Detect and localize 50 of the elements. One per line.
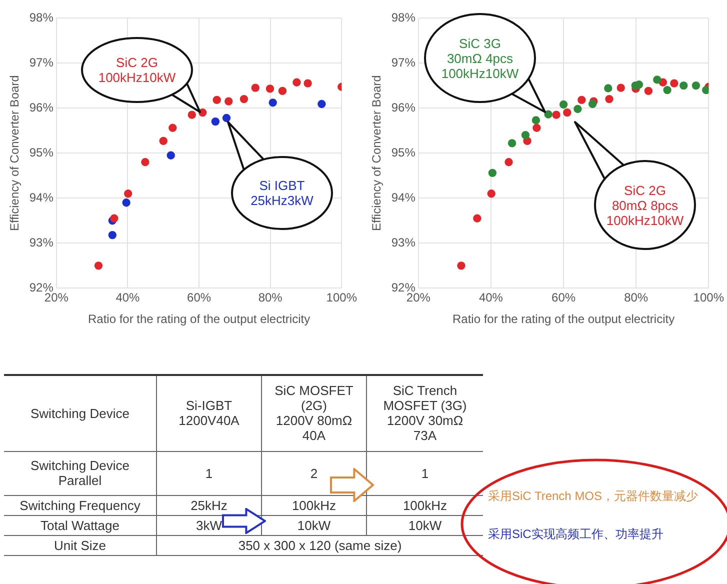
annotation: 100kHz10kW xyxy=(98,70,176,85)
text: 2 xyxy=(262,451,366,495)
x-tick-label: 80% xyxy=(258,290,283,305)
x-tick-label: 60% xyxy=(552,290,576,305)
text: 采用SiC实现高频工作、功率提升 xyxy=(488,526,664,543)
y-tick-label: 98% xyxy=(29,10,54,24)
y-tick-label: 96% xyxy=(391,100,416,114)
y-tick-label: 95% xyxy=(29,145,54,160)
x-tick-label: 100% xyxy=(693,290,724,305)
y-tick-label: 98% xyxy=(391,10,416,24)
text: 10kW xyxy=(366,515,483,535)
x-tick-label: 40% xyxy=(116,290,140,305)
text: 350 x 300 x 120 (same size) xyxy=(156,535,483,555)
x-tick-label: 40% xyxy=(478,290,504,305)
text: 采用SiC Trench MOS，元器件数量减少 xyxy=(488,488,698,505)
x-tick-label: 20% xyxy=(44,290,69,305)
y-tick-label: 93% xyxy=(29,235,54,250)
text: 3kW xyxy=(156,515,262,535)
x-tick-label: 20% xyxy=(406,290,431,305)
text: Switching Device Parallel xyxy=(4,451,156,495)
x-tick-label: 100% xyxy=(326,290,358,305)
y-axis-title: Efficiency of Converter Board xyxy=(370,75,384,232)
text: 25kHz xyxy=(156,495,262,515)
annotation: 30mΩ 4pcs 100kHz10kW xyxy=(441,50,519,80)
text: Unit Size xyxy=(4,535,156,555)
text: 1 xyxy=(366,451,483,495)
text: 100kHz xyxy=(262,495,366,515)
text: SiC MOSFET (2G) 1200V 80mΩ 40A xyxy=(262,375,366,451)
y-tick-label: 94% xyxy=(29,190,54,204)
y-tick-label: 97% xyxy=(29,55,54,70)
y-tick-label: 95% xyxy=(391,145,416,160)
y-tick-label: 93% xyxy=(391,235,416,250)
x-axis-title: Ratio for the rating of the output electricity xyxy=(88,312,310,326)
text: 100kHz xyxy=(366,495,483,515)
y-tick-label: 97% xyxy=(391,55,416,70)
annotation: 80mΩ 8pcs 100kHz10kW xyxy=(606,198,684,228)
x-tick-label: 80% xyxy=(624,290,648,305)
y-tick-label: 96% xyxy=(29,100,54,114)
text: 1 xyxy=(156,451,262,495)
y-tick-label: 94% xyxy=(391,190,416,204)
text: SiC Trench MOSFET (3G) 1200V 30mΩ 73A xyxy=(366,375,483,451)
text: Si-IGBT 1200V40A xyxy=(156,375,262,451)
x-tick-label: 60% xyxy=(187,290,212,305)
text: Switching Frequency xyxy=(4,495,156,515)
text: Switching Device xyxy=(4,375,156,451)
text: 10kW xyxy=(262,515,366,535)
y-axis-title: Efficiency of Converter Board xyxy=(8,75,22,232)
x-axis-title: Ratio for the rating of the output electricity xyxy=(452,312,675,326)
text: Total Wattage xyxy=(4,515,156,535)
annotation: 25kHz3kW xyxy=(250,193,314,208)
